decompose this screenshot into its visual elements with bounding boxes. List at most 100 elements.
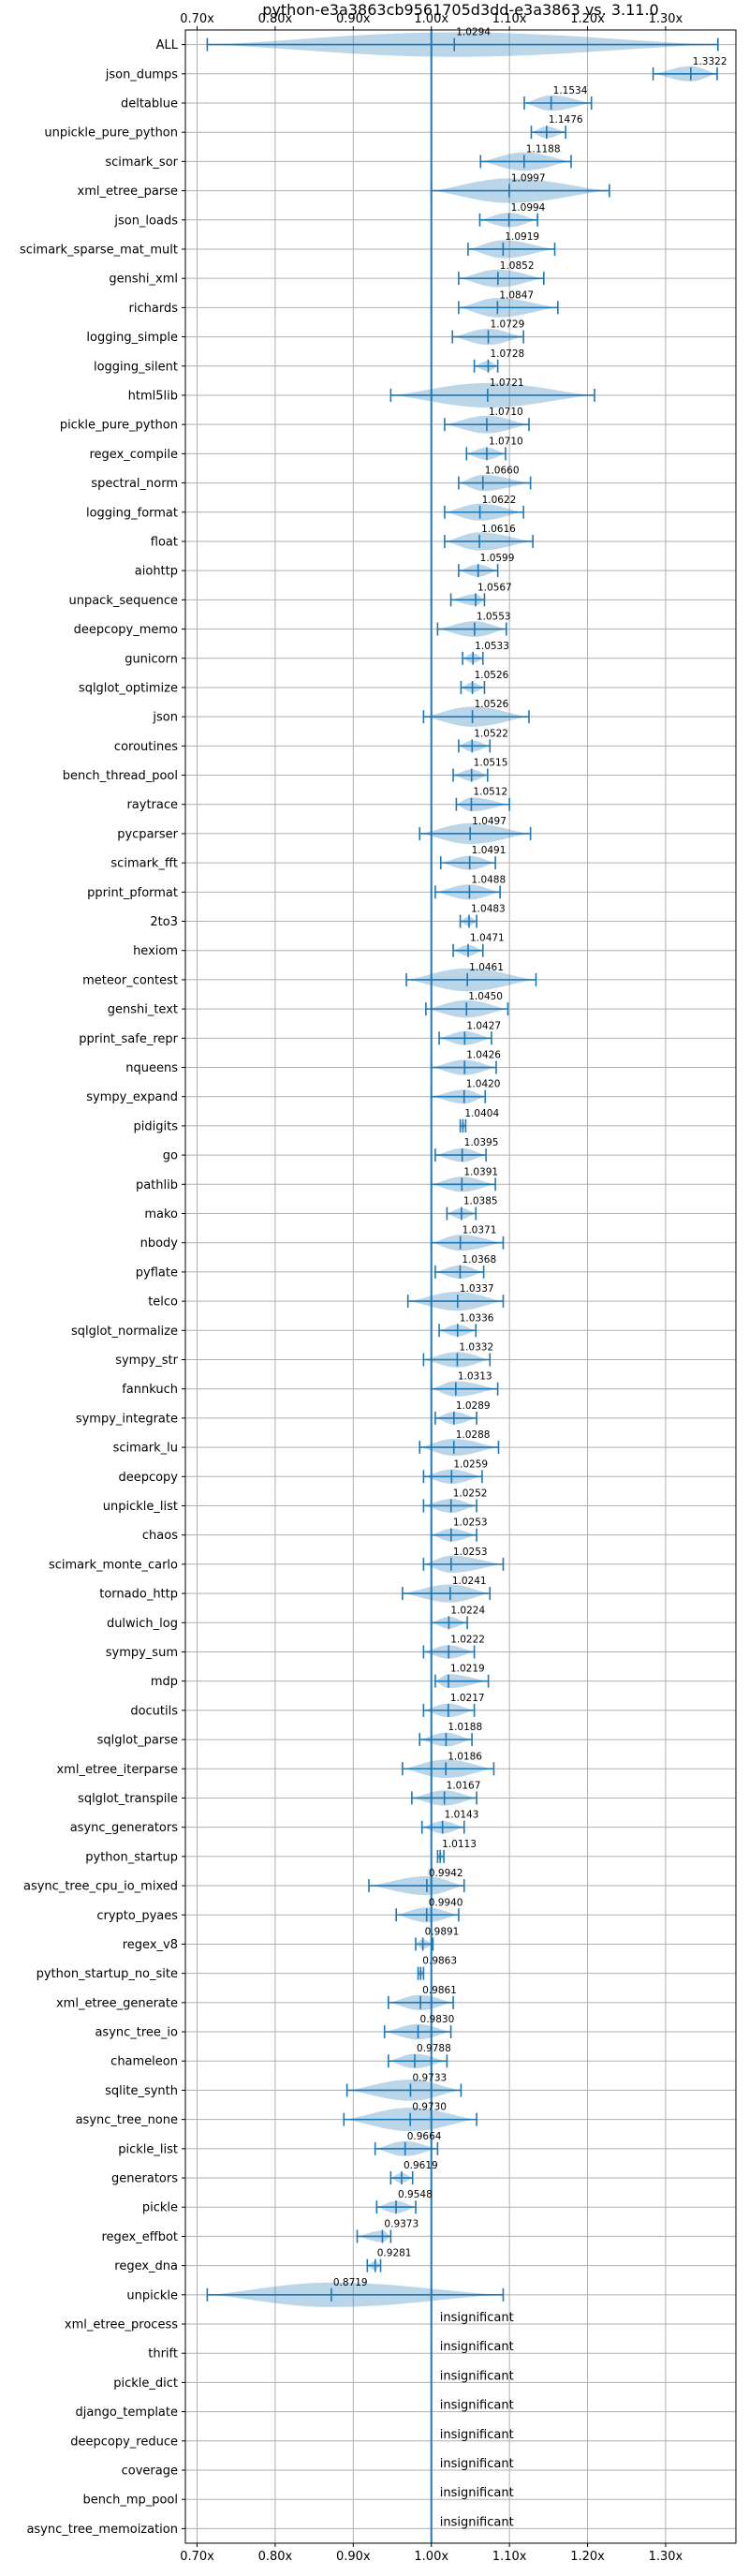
category-label-xml_etree_iterparse: xml_etree_iterparse — [56, 1763, 178, 1777]
insignificant-label-coverage: insignificant — [440, 2457, 514, 2471]
value-label-unpack_sequence: 1.0567 — [477, 582, 512, 593]
category-label-sympy_integrate: sympy_integrate — [76, 1412, 178, 1426]
x-tick-label-bottom: 1.00x — [414, 2550, 448, 2564]
value-label-generators: 0.9619 — [404, 2160, 438, 2171]
category-label-pickle_pure_python: pickle_pure_python — [60, 419, 178, 433]
insignificant-label-bench_mp_pool: insignificant — [440, 2486, 514, 2500]
value-label-pathlib: 1.0391 — [463, 1166, 498, 1177]
value-label-richards: 1.0847 — [499, 289, 534, 301]
x-tick-label-top: 0.70x — [180, 12, 214, 26]
value-label-python_startup: 1.0113 — [442, 1839, 477, 1850]
category-label-deepcopy_memo: deepcopy_memo — [74, 623, 178, 637]
value-label-deltablue: 1.1534 — [553, 85, 588, 96]
category-label-2to3: 2to3 — [150, 915, 178, 929]
value-label-unpickle_list: 1.0252 — [453, 1488, 488, 1499]
value-label-python_startup_no_site: 0.9863 — [422, 1956, 457, 1967]
x-tick-label-top: 1.20x — [570, 12, 605, 26]
category-label-unpickle_pure_python: unpickle_pure_python — [44, 126, 178, 141]
category-label-pickle_list: pickle_list — [118, 2142, 178, 2156]
category-label-chaos: chaos — [142, 1529, 178, 1543]
marker-layer — [206, 37, 719, 2302]
category-label-aiohttp: aiohttp — [135, 565, 178, 579]
category-label-pprint_pformat: pprint_pformat — [87, 886, 178, 900]
category-label-async_generators: async_generators — [70, 1821, 179, 1835]
category-label-unpack_sequence: unpack_sequence — [68, 594, 178, 608]
violin-layer — [207, 32, 718, 2307]
category-label-pickle_dict: pickle_dict — [113, 2376, 178, 2391]
category-label-genshi_xml: genshi_xml — [109, 273, 178, 287]
category-label-unpickle_list: unpickle_list — [103, 1500, 178, 1514]
category-label-chameleon: chameleon — [110, 2055, 178, 2069]
category-label-pprint_safe_repr: pprint_safe_repr — [79, 1032, 178, 1046]
value-label-regex_dna: 0.9281 — [377, 2248, 412, 2259]
insignificant-label-thrift: insignificant — [440, 2340, 514, 2354]
value-label-spectral_norm: 1.0660 — [485, 466, 520, 477]
value-label-logging_silent: 1.0728 — [490, 348, 524, 360]
value-label-pycparser: 1.0497 — [472, 816, 507, 827]
value-label-tornado_http: 1.0241 — [452, 1576, 487, 1587]
x-tick-label-bottom: 1.10x — [492, 2550, 527, 2564]
value-label-async_tree_none: 0.9730 — [412, 2102, 447, 2113]
value-label-html5lib: 1.0721 — [490, 378, 524, 389]
value-label-pprint_safe_repr: 1.0427 — [466, 1020, 501, 1031]
value-label-meteor_contest: 1.0461 — [469, 962, 504, 973]
x-tick-label-top: 1.10x — [492, 12, 527, 26]
value-label-deepcopy_memo: 1.0553 — [477, 612, 511, 623]
category-label-async_tree_cpu_io_mixed: async_tree_cpu_io_mixed — [23, 1880, 178, 1894]
category-label-mdp: mdp — [151, 1675, 178, 1689]
x-tick-label-top: 1.00x — [414, 12, 448, 26]
x-tick-label-top: 1.30x — [649, 12, 683, 26]
category-label-xml_etree_generate: xml_etree_generate — [56, 1996, 178, 2010]
category-label-xml_etree_parse: xml_etree_parse — [78, 185, 178, 199]
value-label-async_generators: 1.0143 — [445, 1810, 479, 1821]
value-label-pickle_pure_python: 1.0710 — [489, 407, 523, 418]
value-label-regex_v8: 0.9891 — [425, 1926, 460, 1937]
value-label-scimark_sor: 1.1188 — [526, 143, 561, 155]
category-label-sqlglot_optimize: sqlglot_optimize — [79, 681, 178, 695]
value-label-ALL: 1.0294 — [456, 27, 491, 38]
value-label-dulwich_log: 1.0224 — [450, 1605, 485, 1616]
category-label-coverage: coverage — [122, 2465, 178, 2479]
category-label-generators: generators — [111, 2172, 178, 2186]
category-label-deltablue: deltablue — [121, 96, 178, 111]
category-label-docutils: docutils — [130, 1704, 178, 1718]
value-label-coroutines: 1.0522 — [474, 728, 508, 739]
category-label-regex_v8: regex_v8 — [123, 1938, 178, 1952]
category-label-mako: mako — [144, 1207, 178, 1221]
value-label-gunicorn: 1.0533 — [475, 641, 509, 652]
value-label-sympy_integrate: 1.0289 — [456, 1400, 491, 1412]
category-label-python_startup_no_site: python_startup_no_site — [37, 1967, 178, 1981]
category-label-sqlglot_normalize: sqlglot_normalize — [71, 1325, 178, 1339]
category-label-json: json — [152, 711, 178, 725]
category-label-pyflate: pyflate — [136, 1266, 178, 1280]
category-label-django_template: django_template — [76, 2406, 178, 2420]
category-label-sqlglot_transpile: sqlglot_transpile — [78, 1792, 178, 1806]
value-label-sqlglot_transpile: 1.0167 — [447, 1780, 481, 1791]
insignificant-label-pickle_dict: insignificant — [440, 2369, 514, 2383]
value-label-bench_thread_pool: 1.0515 — [474, 758, 508, 769]
value-label-raytrace: 1.0512 — [473, 787, 507, 798]
value-label-deepcopy: 1.0259 — [453, 1458, 488, 1470]
category-label-go: go — [163, 1149, 178, 1163]
category-label-telco: telco — [148, 1295, 178, 1310]
category-label-async_tree_none: async_tree_none — [76, 2113, 178, 2127]
value-label-sympy_str: 1.0332 — [459, 1341, 493, 1353]
category-label-sqlite_synth: sqlite_synth — [105, 2084, 178, 2098]
category-label-meteor_contest: meteor_contest — [82, 973, 178, 987]
category-label-unpickle: unpickle — [126, 2288, 178, 2302]
value-label-go: 1.0395 — [464, 1137, 499, 1148]
value-label-pidigits: 1.0404 — [464, 1108, 499, 1119]
value-label-async_tree_io: 0.9830 — [420, 2014, 455, 2025]
value-label-scimark_sparse_mat_mult: 1.0919 — [505, 231, 539, 243]
value-label-2to3: 1.0483 — [471, 904, 506, 915]
category-label-regex_effbot: regex_effbot — [101, 2230, 178, 2244]
value-label-pickle_list: 0.9664 — [407, 2131, 442, 2142]
value-label-nqueens: 1.0426 — [466, 1050, 501, 1061]
value-label-json_loads: 1.0994 — [511, 202, 546, 214]
value-label-telco: 1.0337 — [460, 1283, 494, 1295]
category-label-bench_thread_pool: bench_thread_pool — [63, 769, 178, 783]
category-label-sympy_sum: sympy_sum — [106, 1646, 178, 1660]
insignificant-label-django_template: insignificant — [440, 2399, 514, 2413]
category-label-crypto_pyaes: crypto_pyaes — [96, 1909, 178, 1923]
